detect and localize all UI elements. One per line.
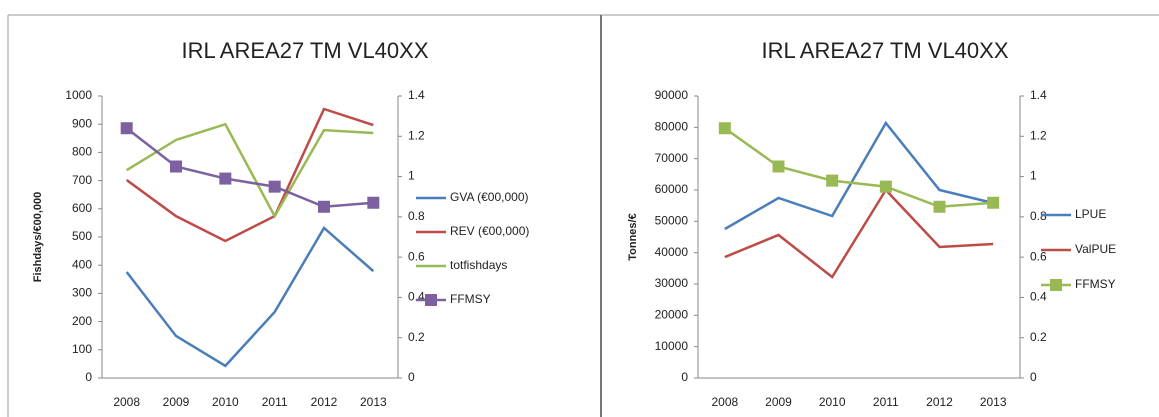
- series-line: [125, 127, 374, 209]
- series-marker: [987, 196, 1000, 209]
- y-tick-label: 80000: [655, 120, 689, 134]
- x-tick-label: 2012: [926, 395, 953, 409]
- y2-tick-label: 1: [408, 169, 415, 183]
- y2-tick-label: 0: [1030, 370, 1037, 384]
- legend-label: FFMSY: [1075, 277, 1116, 291]
- series-line: [724, 187, 994, 279]
- x-tick-label: 2010: [212, 395, 239, 409]
- legend-label: REV (€00,000): [450, 224, 529, 238]
- legend-label: LPUE: [1075, 207, 1106, 221]
- y2-tick-label: 0.4: [408, 290, 425, 304]
- y-tick-label: 1000: [65, 88, 92, 102]
- y2-tick-label: 1.4: [408, 88, 425, 102]
- y2-tick-label: 0.4: [1030, 290, 1047, 304]
- series-marker: [933, 200, 946, 213]
- y-tick-label: 40000: [655, 245, 689, 259]
- y-tick-label: 10000: [655, 339, 689, 353]
- y2-tick-label: 1.2: [408, 128, 425, 142]
- series-marker: [120, 122, 133, 135]
- x-tick-label: 2008: [711, 395, 738, 409]
- y2-tick-label: 0: [408, 370, 415, 384]
- legend-marker: [425, 294, 437, 306]
- y-tick-label: 400: [72, 257, 92, 271]
- y-tick-label: 30000: [655, 276, 689, 290]
- series-marker: [367, 196, 380, 209]
- series-marker: [772, 160, 785, 173]
- y-tick-label: 20000: [655, 308, 689, 322]
- x-tick-label: 2009: [163, 395, 190, 409]
- series-line: [724, 127, 994, 209]
- y-axis-label: Tonnes/€: [627, 213, 639, 260]
- y2-tick-label: 0.6: [408, 249, 425, 263]
- chart-title: IRL AREA27 TM VL40XX: [181, 38, 428, 63]
- series-marker: [718, 122, 731, 135]
- y2-tick-label: 0.6: [1030, 249, 1047, 263]
- series-line: [125, 226, 375, 368]
- y-tick-label: 100: [72, 342, 92, 356]
- x-tick-label: 2011: [262, 395, 288, 409]
- series-line: [724, 120, 994, 231]
- y-tick-label: 600: [72, 201, 92, 215]
- y-tick-label: 60000: [655, 182, 689, 196]
- x-tick-label: 2011: [873, 395, 899, 409]
- y2-tick-label: 0.2: [1030, 330, 1047, 344]
- y-tick-label: 900: [72, 116, 92, 130]
- x-tick-label: 2008: [113, 395, 140, 409]
- y-tick-label: 800: [72, 145, 92, 159]
- y-tick-label: 70000: [655, 151, 689, 165]
- y-tick-label: 200: [72, 314, 92, 328]
- y-axis-label: Fishdays/€00,000: [32, 192, 44, 283]
- y2-tick-label: 1.2: [1030, 128, 1047, 142]
- chart-title: IRL AREA27 TM VL40XX: [761, 38, 1008, 63]
- series-marker: [170, 160, 182, 173]
- y-tick-label: 50000: [655, 214, 689, 228]
- y-tick-label: 90000: [655, 88, 689, 102]
- y2-tick-label: 0.2: [408, 330, 425, 344]
- legend-label: FFMSY: [450, 292, 491, 306]
- y-tick-label: 0: [85, 370, 92, 384]
- series-line: [125, 107, 374, 243]
- legend-marker: [1050, 279, 1062, 291]
- y-tick-label: 500: [72, 229, 92, 243]
- legend-label: totfishdays: [450, 258, 507, 272]
- series-marker: [318, 200, 330, 213]
- x-tick-label: 2012: [311, 395, 338, 409]
- y-tick-label: 0: [681, 370, 688, 384]
- y-tick-label: 700: [72, 173, 92, 187]
- series-marker: [219, 172, 232, 185]
- legend-label: GVA (€00,000): [450, 190, 529, 204]
- legend-label: ValPUE: [1075, 242, 1116, 256]
- x-tick-label: 2009: [765, 395, 792, 409]
- series-marker: [268, 180, 281, 193]
- x-tick-label: 2013: [360, 395, 387, 409]
- series-marker: [879, 180, 892, 193]
- y2-tick-label: 0.8: [1030, 209, 1047, 223]
- y-tick-label: 300: [72, 286, 92, 300]
- series-line: [126, 122, 374, 219]
- y2-tick-label: 1.4: [1030, 88, 1047, 102]
- y2-tick-label: 0.8: [408, 209, 425, 223]
- x-tick-label: 2010: [819, 395, 846, 409]
- series-marker: [826, 174, 839, 187]
- x-tick-label: 2013: [980, 395, 1007, 409]
- y2-tick-label: 1: [1030, 169, 1037, 183]
